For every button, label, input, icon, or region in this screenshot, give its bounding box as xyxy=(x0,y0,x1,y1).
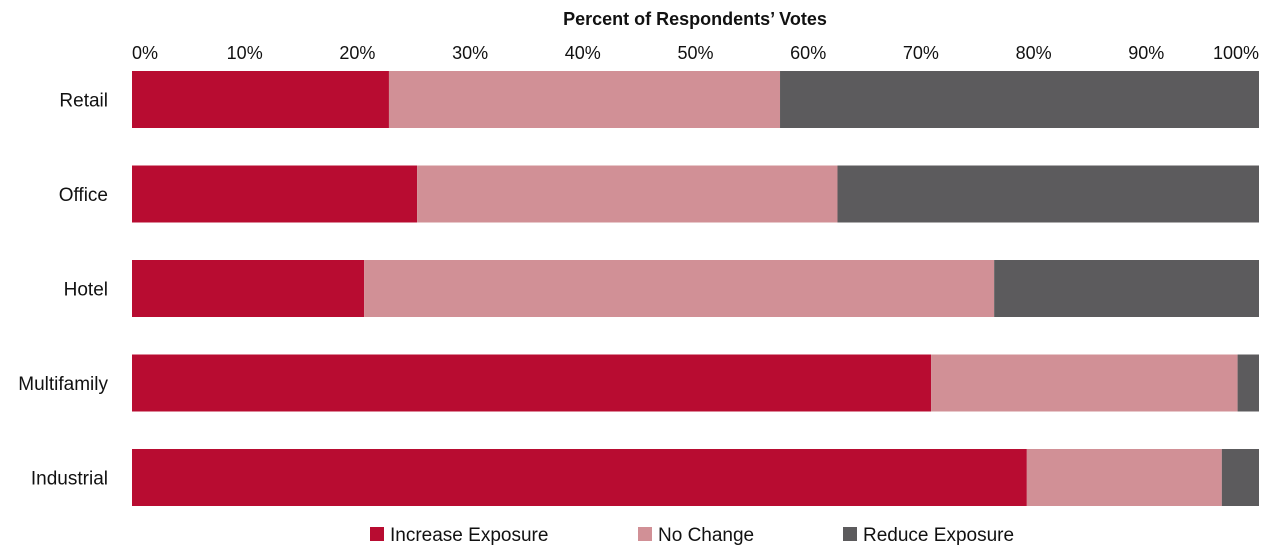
bar-segment-no-change xyxy=(388,71,781,128)
legend-swatch xyxy=(638,527,652,541)
bar-segment-reduce-exposure xyxy=(1221,449,1259,506)
legend-label: Increase Exposure xyxy=(390,525,548,546)
x-tick-label: 60% xyxy=(790,43,826,63)
x-tick-label: 80% xyxy=(1016,43,1052,63)
bar-segment-increase-exposure xyxy=(132,260,365,317)
category-label: Retail xyxy=(59,91,108,112)
bar-segment-reduce-exposure xyxy=(1237,354,1259,412)
x-tick-label: 20% xyxy=(339,43,375,63)
bar-segment-increase-exposure xyxy=(132,449,1027,506)
bar-segment-increase-exposure xyxy=(132,71,389,128)
x-axis-tick-labels: 0% 10% 20% 30% 40% 50% 60% 70% 80% 90% 100% xyxy=(132,43,1259,63)
x-tick-label: 70% xyxy=(903,43,939,63)
x-tick-label: 100% xyxy=(1213,43,1259,63)
bar-area xyxy=(132,71,1259,506)
legend-swatch xyxy=(370,527,384,541)
category-label: Multifamily xyxy=(18,374,108,395)
bar-segment-no-change xyxy=(417,165,838,223)
x-tick-label: 0% xyxy=(132,43,158,63)
bar-segment-no-change xyxy=(931,354,1238,412)
bar-segment-reduce-exposure xyxy=(780,71,1259,128)
category-label: Office xyxy=(59,185,108,206)
x-tick-label: 50% xyxy=(677,43,713,63)
x-tick-label: 10% xyxy=(227,43,263,63)
x-tick-label: 30% xyxy=(452,43,488,63)
bar-segment-no-change xyxy=(364,260,995,317)
bar-segment-no-change xyxy=(1026,449,1222,506)
x-tick-label: 40% xyxy=(565,43,601,63)
chart-title: Percent of Respondents’ Votes xyxy=(563,9,827,29)
legend-label: No Change xyxy=(658,525,754,546)
bar-segment-reduce-exposure xyxy=(837,165,1259,223)
legend: Increase Exposure No Change Reduce Exposur… xyxy=(370,525,1014,546)
bar-segment-increase-exposure xyxy=(132,165,418,223)
category-labels: Retail Office Hotel Multifamily Industrial xyxy=(18,91,108,490)
x-tick-label: 90% xyxy=(1128,43,1164,63)
bar-segment-reduce-exposure xyxy=(994,260,1259,317)
bar-segment-increase-exposure xyxy=(132,354,932,412)
legend-swatch xyxy=(843,527,857,541)
category-label: Industrial xyxy=(31,469,108,490)
category-label: Hotel xyxy=(64,280,108,301)
legend-label: Reduce Exposure xyxy=(863,525,1014,546)
